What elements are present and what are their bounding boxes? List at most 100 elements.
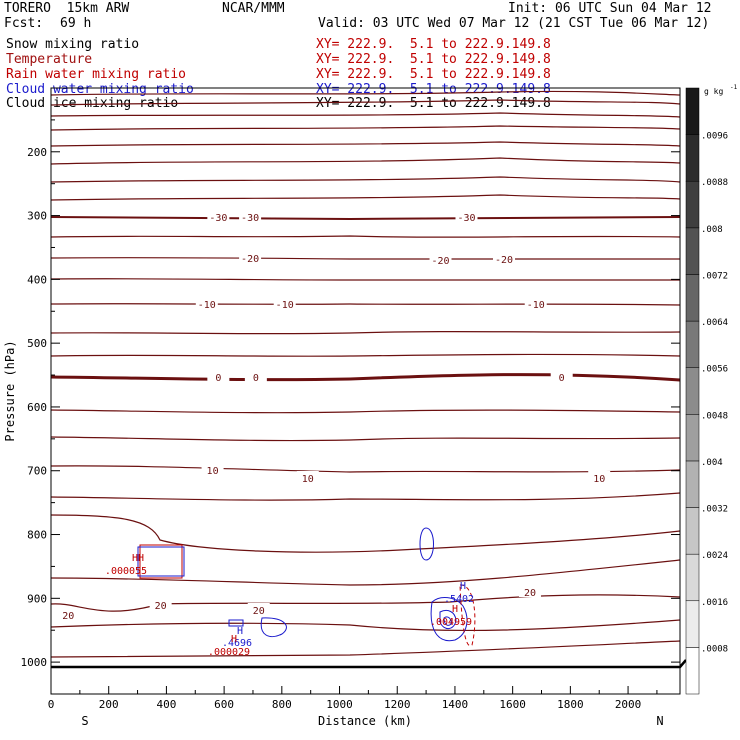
colorbar-segment (685, 227, 700, 275)
isotherm-label: 20 (524, 588, 536, 599)
isotherm-label: -20 (431, 256, 449, 267)
isotherm-label-bg (207, 370, 230, 382)
colorbar-tick-label: .0096 (701, 132, 728, 142)
rain-contour (139, 544, 183, 579)
y-tick-label: 600 (27, 401, 47, 414)
maximum-label: HH (132, 553, 144, 564)
isotherm-lines (50, 90, 687, 669)
colorbar-tick-label: .0016 (701, 598, 728, 608)
model-name: TORERO 15km ARW (4, 1, 130, 16)
isotherm-label: -30 (241, 213, 259, 224)
forecast-label: Fcst: (4, 16, 44, 31)
isotherm-label-bg (550, 370, 573, 382)
x-tick-label: 2000 (615, 698, 642, 711)
y-tick-label: 200 (27, 146, 47, 159)
colorbar-tick-label: .0008 (701, 644, 728, 654)
maximum-label: .004959 (430, 617, 472, 628)
isotherm-label-bg (455, 210, 478, 222)
colorbar-segment (685, 507, 700, 555)
colorbar: .0008 .0016 .0024 .0032 .004 .0048 .0056 .0064.… (685, 84, 738, 695)
isotherm-label-bg (207, 210, 230, 222)
colorbar-segment (685, 180, 700, 229)
isotherm-label-bg (524, 297, 547, 309)
cloud-water-contour (228, 619, 244, 627)
cloud-water-contour (430, 597, 468, 642)
field-xy-rain: XY= 222.9. 5.1 to 222.9.149.8 (316, 67, 551, 82)
isotherm-labels: -30 -30 -30 -20 -20 -20 -10 -10 -10 0 0 0 10 10 10 20 20… (57, 210, 611, 622)
isotherm-label: -30 (209, 213, 227, 224)
x-tick-label: 1600 (499, 698, 526, 711)
isotherm-label: -10 (527, 300, 545, 311)
colorbar-segment (685, 460, 700, 508)
colorbar-segment (685, 600, 700, 648)
isotherm-label-bg (588, 471, 611, 483)
colorbar-tick-label: .0032 (701, 505, 728, 515)
x-tick-label: 0 (48, 698, 55, 711)
isotherm-line (50, 373, 681, 382)
y-tick-label: 800 (27, 529, 47, 542)
isotherm-label: -10 (276, 300, 294, 311)
colorbar-segment (685, 274, 700, 322)
forecast-hour: 69 h (60, 16, 92, 31)
field-name-rain: Rain water mixing ratio (6, 67, 187, 82)
maximum-label: H (460, 581, 466, 592)
isotherm-line (50, 465, 681, 473)
isotherm-line (50, 256, 681, 260)
init-time: Init: 06 UTC Sun 04 Mar 12 (508, 1, 712, 16)
isotherm-line (50, 559, 681, 586)
isotherm-line (50, 235, 681, 238)
isotherm-label-bg (57, 608, 80, 620)
isotherm-label-bg (296, 471, 319, 483)
isotherm-line (50, 141, 681, 147)
isotherm-line (50, 514, 681, 553)
isotherm-line (50, 594, 681, 612)
isotherm-label-bg (247, 603, 270, 615)
isotherm-line (50, 492, 681, 501)
x-axis-label: Distance (km) (318, 714, 412, 728)
center-name: NCAR/MMM (222, 1, 285, 16)
cloud-water-contour (439, 609, 457, 629)
plot-frame (50, 87, 681, 695)
isotherm-line (50, 278, 681, 281)
y-tick-label: 700 (27, 465, 47, 478)
surface-line (51, 659, 687, 669)
colorbar-segment (685, 647, 700, 695)
isotherm-label: 10 (593, 474, 605, 485)
colorbar-unit-exponent: -1 (730, 84, 738, 91)
isotherm-label-bg (518, 585, 541, 597)
isotherm-label: 20 (62, 611, 74, 622)
colorbar-tick-label: .004 (701, 458, 723, 468)
isotherm-line (50, 331, 681, 335)
isotherm-label-bg (244, 370, 267, 382)
y-tick-label: 1000 (21, 656, 48, 669)
maximum-label: H (452, 604, 458, 615)
y-tick-label: 300 (27, 210, 47, 223)
colorbar-tick-label: .0088 (701, 178, 728, 188)
isotherm-line (50, 436, 681, 442)
x-tick-label: 200 (99, 698, 119, 711)
isotherm-label: 20 (155, 601, 167, 612)
x-tick-label: 1800 (557, 698, 584, 711)
isotherm-label: 0 (559, 373, 565, 384)
mixing-ratio-contours (137, 527, 476, 647)
south-label: S (81, 714, 88, 728)
field-name-cloud-water: Cloud water mixing ratio (6, 82, 194, 97)
colorbar-tick-label: .0072 (701, 271, 728, 281)
colorbar-tick-label: .008 (701, 225, 723, 235)
cloud-water-contour (419, 527, 434, 561)
isotherm-line (50, 353, 681, 357)
colorbar-segment (685, 367, 700, 415)
x-tick-label: 800 (272, 698, 292, 711)
maximum-label: H (231, 634, 237, 645)
isotherm-label: -10 (198, 300, 216, 311)
isotherm-line (50, 640, 681, 658)
cloud-water-contour (260, 617, 287, 638)
x-tick-label: 600 (214, 698, 234, 711)
isotherm-label: -20 (495, 255, 513, 266)
isotherm-line (50, 157, 681, 165)
y-tick-label: 900 (27, 592, 47, 605)
isotherm-label: -20 (241, 254, 259, 265)
isotherm-label: 20 (253, 606, 265, 617)
